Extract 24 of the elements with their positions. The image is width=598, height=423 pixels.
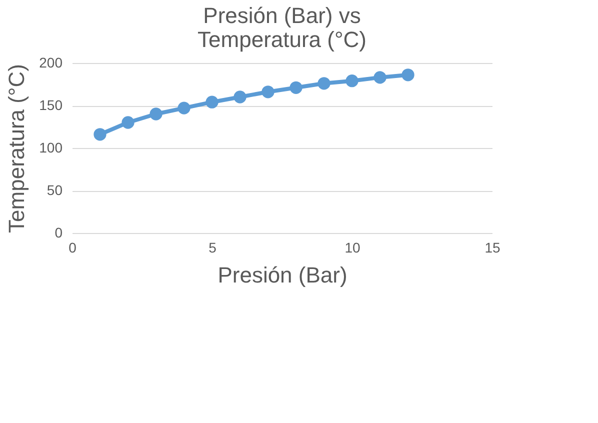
point: [318, 77, 330, 90]
x-tick-label: 5: [208, 240, 217, 256]
point: [94, 128, 106, 141]
point: [178, 102, 190, 114]
y-tick-label: 50: [46, 182, 63, 198]
x-tick-label: 15: [484, 240, 500, 256]
y-tick-label: 100: [39, 140, 63, 156]
x-axis-title: Presión (Bar): [218, 262, 348, 288]
point: [206, 96, 218, 108]
y-axis-title: Temperatura (°C): [4, 64, 30, 233]
point: [402, 68, 414, 82]
point: [290, 81, 302, 94]
point: [346, 74, 358, 88]
point: [122, 116, 134, 129]
x-tick-label: 10: [344, 240, 360, 256]
y-tick-label: 200: [39, 54, 63, 70]
x-tick-label: 0: [68, 240, 77, 256]
point: [150, 108, 162, 120]
point: [374, 71, 386, 84]
point: [234, 90, 246, 104]
y-tick-label: 0: [54, 224, 63, 240]
point: [262, 86, 274, 98]
chart-title: Presión (Bar) vs Temperatura (°C): [198, 3, 366, 52]
y-tick-label: 150: [39, 97, 63, 113]
